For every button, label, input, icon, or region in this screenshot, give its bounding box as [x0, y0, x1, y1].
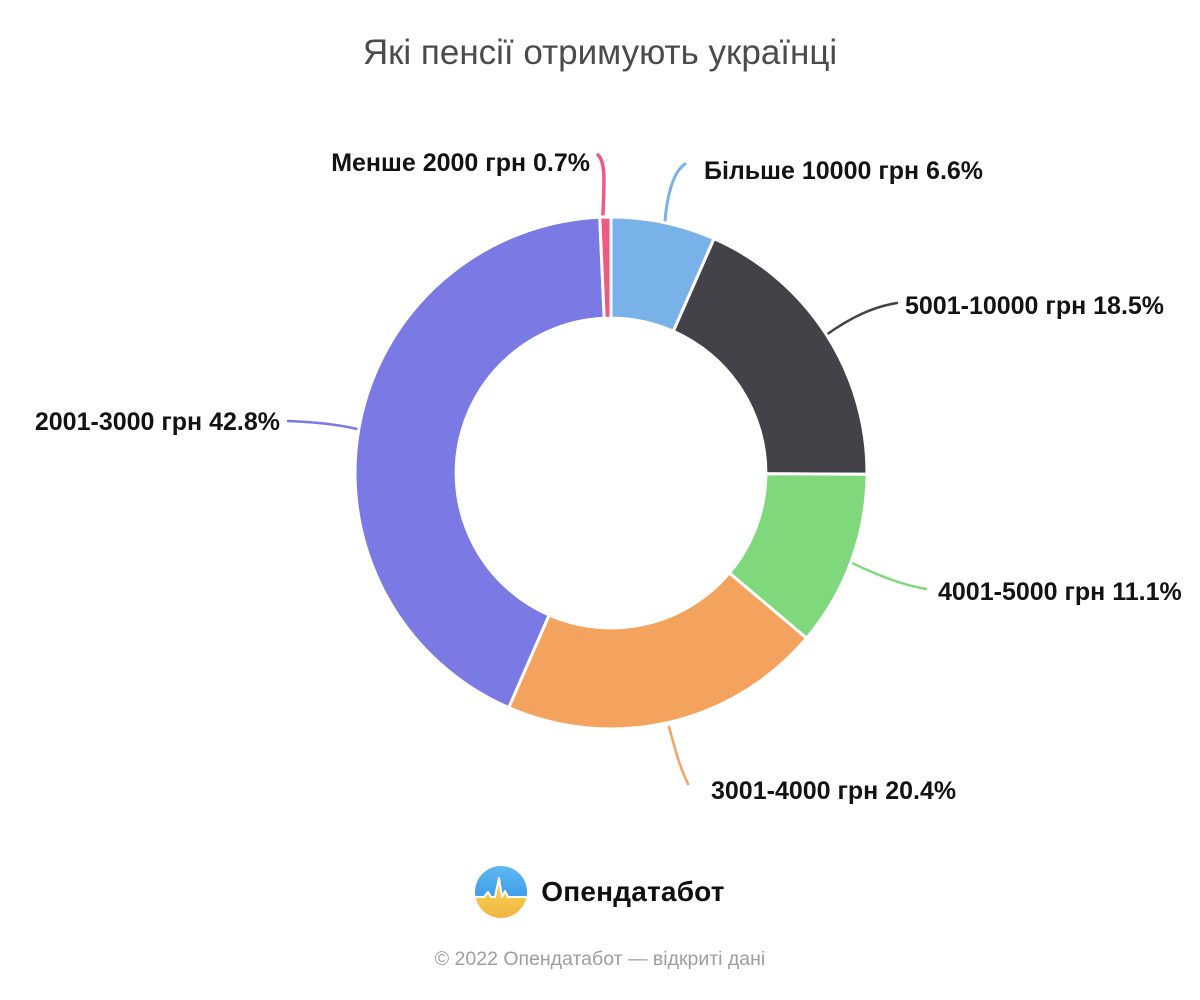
- leader-line-more-10000: [663, 162, 687, 223]
- slice-label-4001-5000: 4001-5000 грн 11.1%: [938, 578, 1182, 606]
- leader-line-4001-5000: [850, 561, 928, 591]
- leader-line-5001-10000: [824, 301, 899, 337]
- copyright-text: © 2022 Опендатабот — відкриті дані: [434, 948, 766, 970]
- donut-slices: [353, 215, 869, 731]
- opendatabot-logo-icon: [475, 866, 528, 918]
- leader-line-2001-3000: [286, 419, 359, 431]
- leader-lines: [286, 153, 928, 786]
- donut-slice-3: [507, 571, 809, 731]
- logo: Опендатабот: [0, 866, 1200, 918]
- slice-label-3001-4000: 3001-4000 грн 20.4%: [711, 777, 957, 805]
- logo-text: Опендатабот: [541, 876, 725, 907]
- leader-line-3001-4000: [667, 725, 690, 786]
- donut-slice-1: [671, 237, 869, 476]
- donut-slice-5: [598, 215, 613, 320]
- donut-slice-4: [353, 215, 606, 710]
- leader-line-less-2000: [596, 153, 606, 216]
- chart-title: Які пенсії отримують українці: [362, 33, 838, 72]
- slice-label-more-10000: Більше 10000 грн 6.6%: [704, 157, 984, 185]
- slice-label-5001-10000: 5001-10000 грн 18.5%: [905, 292, 1165, 320]
- slice-label-less-2000: Менше 2000 грн 0.7%: [331, 149, 590, 177]
- slice-label-2001-3000: 2001-3000 грн 42.8%: [34, 408, 280, 436]
- pulse-line-icon: [475, 877, 528, 898]
